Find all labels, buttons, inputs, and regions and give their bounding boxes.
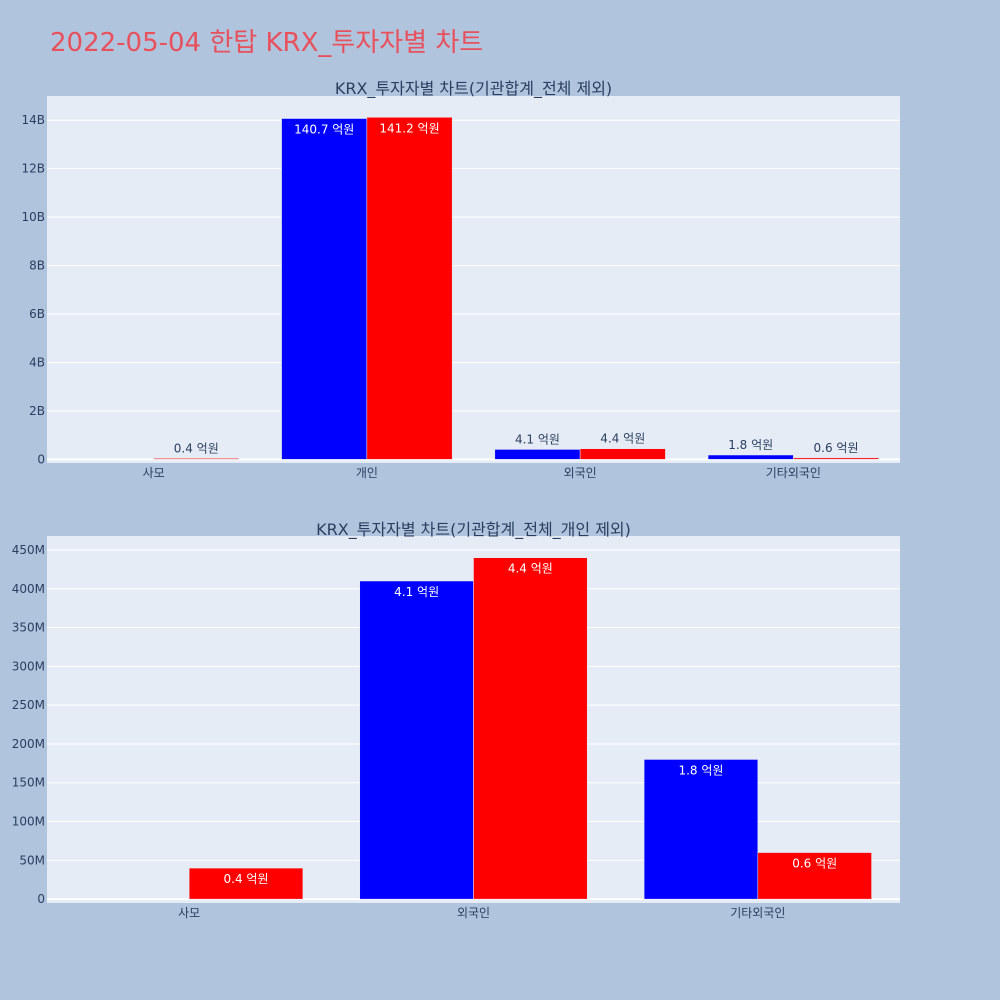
y-tick-label: 0 — [37, 892, 45, 906]
y-tick-label: 200M — [12, 737, 45, 751]
bar[interactable] — [359, 580, 474, 900]
bar[interactable] — [793, 457, 879, 460]
chart-title: KRX_투자자별 차트(기관합계_전체 제외) — [335, 79, 612, 99]
y-tick-label: 50M — [19, 853, 45, 867]
x-tick-label: 개인 — [356, 466, 378, 480]
y-tick-label: 400M — [12, 582, 45, 596]
chart-title: KRX_투자자별 차트(기관합계_전체_개인 제외) — [316, 520, 631, 540]
data-label: 1.8 억원 — [678, 763, 723, 777]
x-tick-label: 사모 — [178, 906, 200, 920]
bar[interactable] — [707, 454, 794, 460]
y-tick-label: 450M — [12, 543, 45, 557]
y-tick-label: 300M — [12, 659, 45, 673]
y-tick-label: 4B — [29, 355, 45, 369]
x-tick-label: 기타외국인 — [730, 906, 785, 920]
y-tick-label: 0 — [37, 452, 45, 466]
bar[interactable] — [281, 118, 368, 460]
x-tick-label: 기타외국인 — [766, 466, 821, 480]
bar[interactable] — [579, 448, 666, 460]
data-label: 0.4 억원 — [224, 872, 269, 886]
data-label: 4.4 억원 — [600, 432, 645, 446]
y-tick-label: 6B — [29, 307, 45, 321]
x-tick-label: 사모 — [143, 466, 165, 480]
x-tick-label: 외국인 — [564, 466, 597, 480]
y-tick-label: 250M — [12, 698, 45, 712]
page-title: 2022-05-04 한탑 KRX_투자자별 차트 — [50, 28, 484, 58]
bar[interactable] — [188, 867, 304, 900]
bar[interactable] — [153, 458, 240, 460]
plot-area-1 — [47, 96, 900, 463]
bar[interactable] — [757, 852, 872, 900]
y-tick-label: 2B — [29, 404, 45, 418]
y-tick-label: 100M — [12, 815, 45, 829]
y-tick-label: 10B — [21, 210, 45, 224]
y-tick-label: 350M — [12, 621, 45, 635]
data-label: 0.6 억원 — [792, 857, 837, 871]
x-tick-label: 외국인 — [457, 906, 490, 920]
bar[interactable] — [494, 449, 581, 460]
bar[interactable] — [643, 759, 759, 900]
data-label: 0.6 억원 — [814, 441, 859, 455]
y-tick-label: 8B — [29, 259, 45, 273]
data-label: 4.1 억원 — [515, 432, 560, 446]
data-label: 0.4 억원 — [174, 441, 219, 455]
data-label: 141.2 억원 — [379, 121, 439, 135]
y-tick-label: 14B — [21, 113, 45, 127]
data-label: 140.7 억원 — [294, 123, 354, 137]
data-label: 4.1 억원 — [394, 585, 439, 599]
data-label: 1.8 억원 — [728, 438, 773, 452]
bar[interactable] — [366, 117, 453, 460]
y-tick-label: 150M — [12, 776, 45, 790]
y-tick-label: 12B — [21, 162, 45, 176]
bar[interactable] — [473, 557, 588, 900]
data-label: 4.4 억원 — [508, 562, 553, 576]
